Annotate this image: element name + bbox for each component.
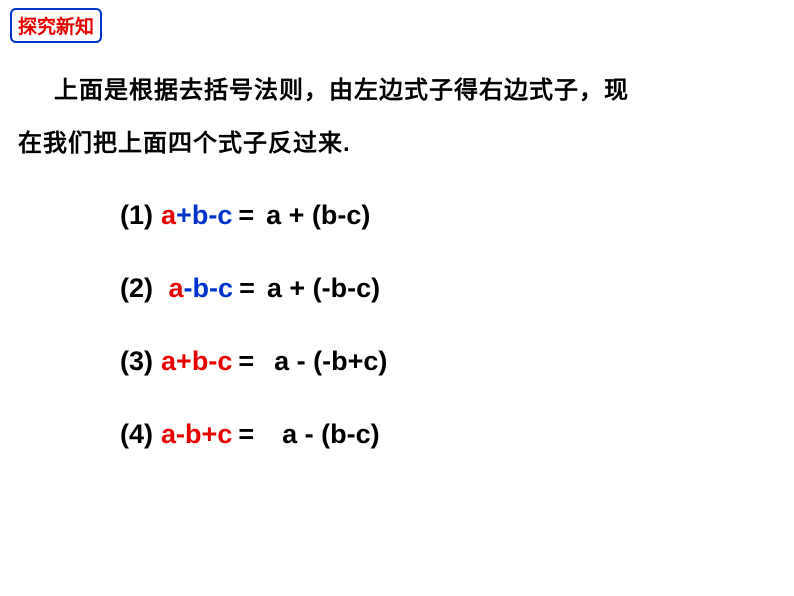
eq2-b: b	[193, 273, 210, 303]
eq3-number: (3)	[120, 346, 153, 377]
eq2-m2: -	[209, 273, 218, 303]
eq4-plus: +	[202, 419, 218, 449]
badge-text: 探究新知	[18, 17, 94, 38]
equation-4: (4) a-b+c = a - (b-c)	[120, 419, 754, 450]
eq3-b: b	[192, 346, 209, 376]
eq1-equals: =	[238, 200, 254, 231]
equation-2: (2) a-b-c = a + (-b-c)	[120, 273, 754, 304]
eq2-a: a	[169, 273, 184, 303]
eq2-spacer	[161, 273, 169, 304]
eq1-left: a+b-c	[161, 200, 232, 231]
equation-1: (1) a+b-c = a + (b-c)	[120, 200, 754, 231]
intro-paragraph: 上面是根据去括号法则，由左边式子得右边式子，现 在我们把上面四个式子反过来.	[18, 65, 776, 171]
eq1-a: a	[161, 200, 176, 230]
eq2-c: c	[218, 273, 233, 303]
eq3-left: a+b-c	[161, 346, 232, 377]
eq2-m1: -	[184, 273, 193, 303]
eq3-minus: -	[208, 346, 217, 376]
intro-line1: 上面是根据去括号法则，由左边式子得右边式子，现	[18, 65, 776, 118]
eq1-b: b	[192, 200, 209, 230]
eq4-b: b	[185, 419, 202, 449]
eq2-left: a-b-c	[169, 273, 234, 304]
eq4-left: a-b+c	[161, 419, 232, 450]
equation-3: (3) a+b-c = a - (-b+c)	[120, 346, 754, 377]
intro-line2: 在我们把上面四个式子反过来.	[18, 118, 776, 171]
eq4-minus: -	[176, 419, 185, 449]
eq2-equals: =	[239, 273, 255, 304]
eq1-minus: -	[208, 200, 217, 230]
eq4-c: c	[217, 419, 232, 449]
eq1-plus: +	[176, 200, 192, 230]
eq4-a: a	[161, 419, 176, 449]
eq1-number: (1)	[120, 200, 153, 231]
eq4-equals: =	[238, 419, 254, 450]
eq3-right: a - (-b+c)	[274, 346, 387, 377]
eq4-right: a - (b-c)	[282, 419, 380, 450]
eq1-c: c	[217, 200, 232, 230]
badge-explore: 探究新知	[10, 8, 102, 43]
eq3-c: c	[217, 346, 232, 376]
eq3-equals: =	[238, 346, 254, 377]
eq3-plus: +	[176, 346, 192, 376]
eq2-right: a + (-b-c)	[267, 273, 380, 304]
eq2-number: (2)	[120, 273, 153, 304]
eq3-a: a	[161, 346, 176, 376]
equations-list: (1) a+b-c = a + (b-c) (2) a-b-c = a + (-…	[120, 200, 754, 492]
eq1-right: a + (b-c)	[266, 200, 370, 231]
eq4-number: (4)	[120, 419, 153, 450]
